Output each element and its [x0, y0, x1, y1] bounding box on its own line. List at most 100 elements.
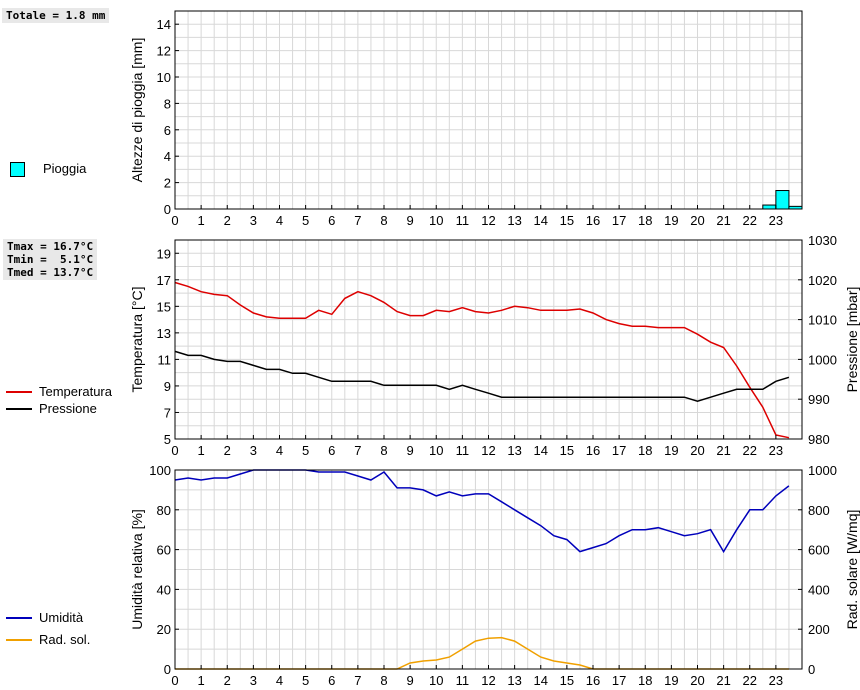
rain-total-text: Totale = 1.8 mm [6, 9, 106, 22]
x-tick-label: 1 [198, 673, 205, 688]
series-line-rad-sol- [175, 636, 789, 670]
x-tick-label: 18 [638, 673, 652, 688]
x-tick-label: 8 [380, 443, 387, 458]
x-tick-label: 2 [224, 213, 231, 228]
y-axis-title: Altezze di pioggia [mm] [129, 38, 145, 183]
humidity-line-icon [6, 617, 32, 619]
x-tick-label: 2 [224, 673, 231, 688]
y2-tick-label: 1000 [808, 463, 837, 478]
y2-axis-title: Pressione [mbar] [844, 287, 860, 393]
x-tick-label: 18 [638, 213, 652, 228]
x-tick-label: 17 [612, 673, 626, 688]
x-tick-label: 17 [612, 443, 626, 458]
legend-pressure-label: Pressione [39, 401, 97, 416]
y2-tick-label: 1030 [808, 233, 837, 248]
x-tick-label: 23 [769, 213, 783, 228]
y-tick-label: 14 [157, 17, 171, 32]
x-tick-label: 10 [429, 213, 443, 228]
y-tick-label: 4 [164, 149, 171, 164]
x-tick-label: 4 [276, 213, 283, 228]
x-tick-label: 18 [638, 443, 652, 458]
x-tick-label: 3 [250, 213, 257, 228]
x-tick-label: 1 [198, 443, 205, 458]
x-tick-label: 19 [664, 213, 678, 228]
x-tick-label: 22 [743, 443, 757, 458]
y2-tick-label: 400 [808, 582, 830, 597]
x-tick-label: 21 [716, 673, 730, 688]
y-tick-label: 60 [157, 543, 171, 558]
y-tick-label: 19 [157, 246, 171, 261]
pressure-line-icon [6, 408, 32, 410]
x-tick-label: 19 [664, 673, 678, 688]
x-tick-label: 17 [612, 213, 626, 228]
y2-tick-label: 1010 [808, 313, 837, 328]
x-tick-label: 7 [354, 673, 361, 688]
x-tick-label: 12 [481, 673, 495, 688]
y-tick-label: 2 [164, 176, 171, 191]
x-tick-label: 21 [716, 213, 730, 228]
rain-panel: 0 1 2 3 4 5 6 7 8 9 10 11 12 13 14 15 16 17 18 19 20 21 22 2302… [129, 10, 803, 228]
x-tick-label: 23 [769, 673, 783, 688]
y2-tick-label: 1000 [808, 352, 837, 367]
y-tick-label: 7 [164, 405, 171, 420]
x-tick-label: 7 [354, 213, 361, 228]
legend-radiation-label: Rad. sol. [39, 632, 91, 647]
x-tick-label: 23 [769, 443, 783, 458]
x-tick-label: 14 [534, 213, 548, 228]
x-tick-label: 7 [354, 443, 361, 458]
temperature-line-icon [6, 391, 32, 393]
humidity-radiation-panel: 0 1 2 3 4 5 6 7 8 9 10 11 12 13 14 15 16 17 18 19 20 21 22 2302… [129, 463, 860, 688]
x-tick-label: 20 [690, 673, 704, 688]
rain-swatch-icon [10, 162, 25, 177]
y2-tick-label: 980 [808, 432, 830, 447]
x-tick-label: 10 [429, 673, 443, 688]
x-tick-label: 5 [302, 443, 309, 458]
x-tick-label: 6 [328, 443, 335, 458]
y-tick-label: 5 [164, 432, 171, 447]
x-tick-label: 5 [302, 673, 309, 688]
tmax-text: Tmax = 16.7°C [7, 240, 94, 253]
y2-tick-label: 990 [808, 392, 830, 407]
x-tick-label: 8 [380, 213, 387, 228]
x-tick-label: 15 [560, 213, 574, 228]
y-tick-label: 100 [149, 463, 171, 478]
y-axis-title: Umidità relativa [%] [129, 509, 145, 630]
x-tick-label: 19 [664, 443, 678, 458]
tmin-text: Tmin = 5.1°C [7, 253, 94, 266]
y-tick-label: 8 [164, 96, 171, 111]
y-tick-label: 12 [157, 44, 171, 59]
x-tick-label: 14 [534, 673, 548, 688]
rain-bar [762, 204, 777, 210]
x-tick-label: 4 [276, 673, 283, 688]
x-tick-label: 9 [407, 673, 414, 688]
x-tick-label: 5 [302, 213, 309, 228]
y-tick-label: 20 [157, 622, 171, 637]
y-tick-label: 6 [164, 123, 171, 138]
y2-tick-label: 800 [808, 503, 830, 518]
x-tick-label: 0 [171, 673, 178, 688]
x-tick-label: 16 [586, 213, 600, 228]
x-tick-label: 10 [429, 443, 443, 458]
temperature-pressure-panel: 0 1 2 3 4 5 6 7 8 9 10 11 12 13 14 15 16 17 18 19 20 21 22 2357… [129, 233, 860, 458]
series-line-pressione [174, 350, 790, 402]
x-tick-label: 15 [560, 673, 574, 688]
x-tick-label: 0 [171, 443, 178, 458]
y-tick-label: 15 [157, 299, 171, 314]
y-tick-label: 13 [157, 326, 171, 341]
y-tick-label: 80 [157, 503, 171, 518]
x-tick-label: 8 [380, 673, 387, 688]
x-tick-label: 3 [250, 673, 257, 688]
rain-total-box: Totale = 1.8 mm [2, 8, 110, 23]
tmed-text: Tmed = 13.7°C [7, 266, 94, 279]
x-tick-label: 13 [507, 443, 521, 458]
legend-temperature-label: Temperatura [39, 384, 112, 399]
x-tick-label: 13 [507, 673, 521, 688]
y2-tick-label: 1020 [808, 273, 837, 288]
x-tick-label: 6 [328, 213, 335, 228]
x-tick-label: 0 [171, 213, 178, 228]
x-tick-label: 16 [586, 673, 600, 688]
x-tick-label: 16 [586, 443, 600, 458]
y-tick-label: 10 [157, 70, 171, 85]
rain-bar [775, 190, 790, 210]
